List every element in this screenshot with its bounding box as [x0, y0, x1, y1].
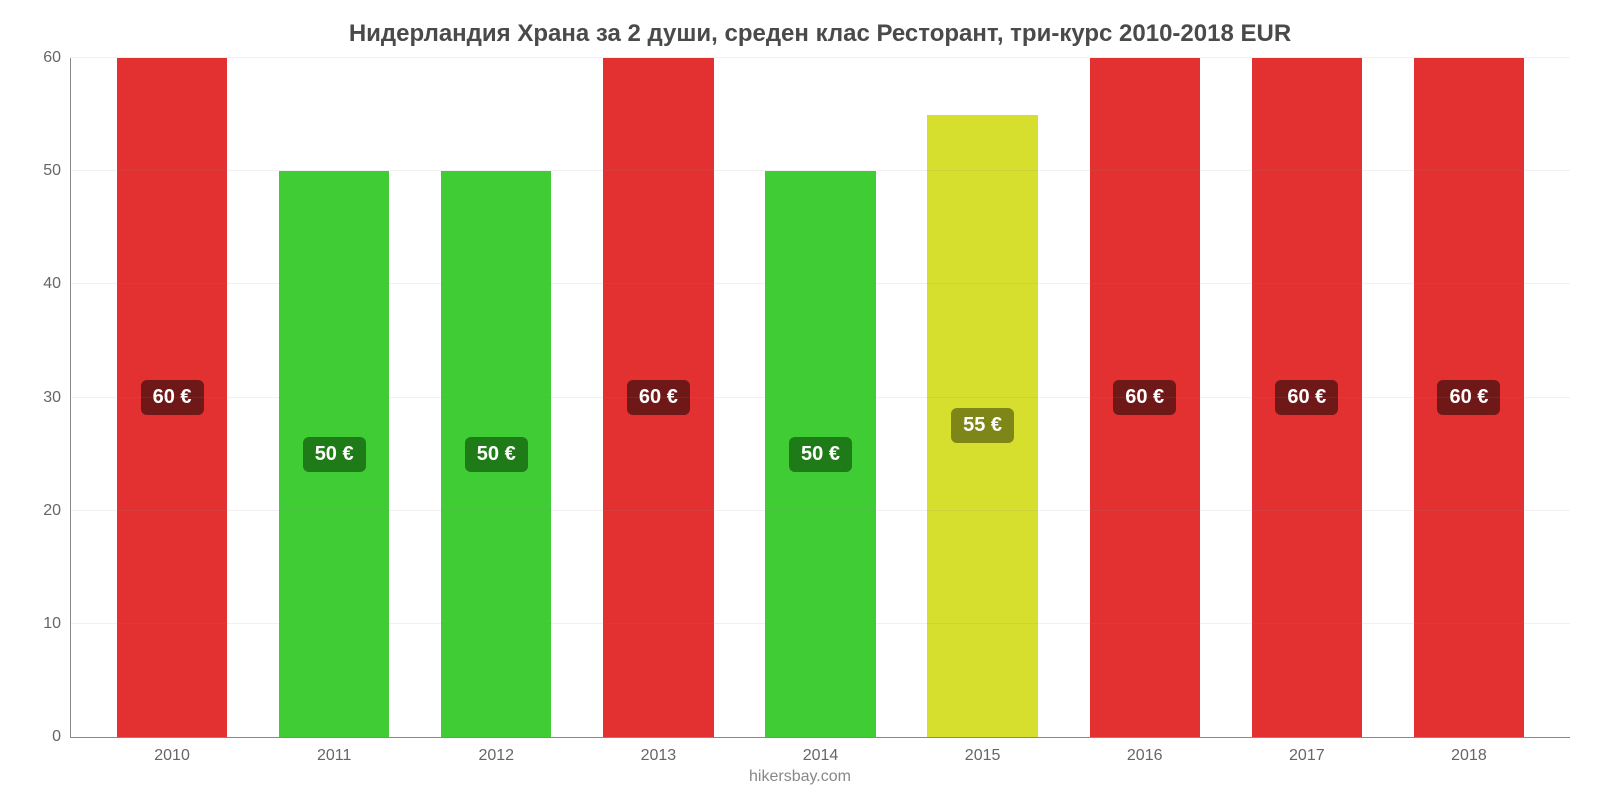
ytick-label: 40 — [43, 275, 71, 293]
grid-line — [71, 170, 1570, 171]
bar: 50 € — [765, 171, 875, 737]
xtick-label: 2016 — [1064, 737, 1226, 765]
xtick-label: 2017 — [1226, 737, 1388, 765]
bar-value-label: 55 € — [951, 408, 1014, 443]
ytick-label: 0 — [52, 728, 71, 746]
bar-slot: 60 €2013 — [577, 58, 739, 737]
bars-container: 60 €201050 €201150 €201260 €201350 €2014… — [71, 58, 1570, 737]
bar-slot: 55 €2015 — [902, 58, 1064, 737]
xtick-label: 2013 — [577, 737, 739, 765]
bar: 60 € — [1252, 58, 1362, 737]
bar-value-label: 50 € — [303, 437, 366, 472]
ytick-label: 50 — [43, 162, 71, 180]
bar-value-label: 50 € — [465, 437, 528, 472]
xtick-label: 2018 — [1388, 737, 1550, 765]
bar-slot: 50 €2012 — [415, 58, 577, 737]
bar: 50 € — [279, 171, 389, 737]
bar: 55 € — [927, 115, 1037, 737]
xtick-label: 2011 — [253, 737, 415, 765]
chart-title: Нидерландия Храна за 2 души, среден клас… — [70, 20, 1570, 48]
bar-slot: 60 €2018 — [1388, 58, 1550, 737]
xtick-label: 2012 — [415, 737, 577, 765]
xtick-label: 2010 — [91, 737, 253, 765]
ytick-label: 60 — [43, 49, 71, 67]
bar-slot: 50 €2014 — [739, 58, 901, 737]
xtick-label: 2014 — [739, 737, 901, 765]
grid-line — [71, 510, 1570, 511]
attribution-text: hikersbay.com — [0, 768, 1600, 786]
grid-line — [71, 283, 1570, 284]
bar-value-label: 60 € — [1437, 380, 1500, 415]
plot-area: 60 €201050 €201150 €201260 €201350 €2014… — [70, 58, 1570, 738]
ytick-label: 10 — [43, 615, 71, 633]
bar-slot: 60 €2017 — [1226, 58, 1388, 737]
grid-line — [71, 57, 1570, 58]
bar-slot: 60 €2016 — [1064, 58, 1226, 737]
bar-chart: Нидерландия Храна за 2 души, среден клас… — [0, 0, 1600, 800]
xtick-label: 2015 — [902, 737, 1064, 765]
bar-slot: 50 €2011 — [253, 58, 415, 737]
bar-value-label: 60 € — [1113, 380, 1176, 415]
ytick-label: 20 — [43, 502, 71, 520]
bar: 60 € — [1090, 58, 1200, 737]
bar-slot: 60 €2010 — [91, 58, 253, 737]
bar: 60 € — [117, 58, 227, 737]
bar-value-label: 50 € — [789, 437, 852, 472]
bar: 50 € — [441, 171, 551, 737]
bar: 60 € — [603, 58, 713, 737]
bar: 60 € — [1414, 58, 1524, 737]
bar-value-label: 60 € — [627, 380, 690, 415]
bar-value-label: 60 € — [141, 380, 204, 415]
grid-line — [71, 623, 1570, 624]
grid-line — [71, 397, 1570, 398]
bar-value-label: 60 € — [1275, 380, 1338, 415]
ytick-label: 30 — [43, 389, 71, 407]
